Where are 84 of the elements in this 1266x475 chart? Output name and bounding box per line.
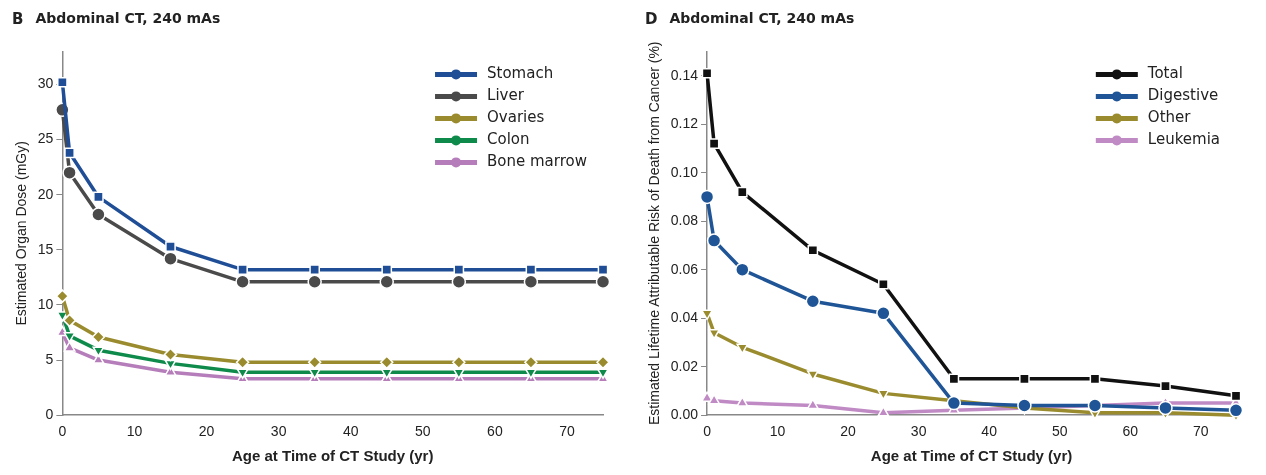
point bbox=[91, 330, 106, 344]
x-tick-label: 70 bbox=[559, 423, 575, 440]
y-axis-title: Estimated Organ Dose (mGy) bbox=[13, 141, 30, 326]
x-tick-label: 60 bbox=[487, 423, 503, 440]
x-tick-label: 40 bbox=[342, 423, 359, 440]
point bbox=[1228, 403, 1244, 418]
point bbox=[699, 189, 715, 205]
y-tick-label: 25 bbox=[37, 130, 54, 147]
point bbox=[451, 274, 467, 290]
text: B bbox=[12, 10, 24, 28]
point bbox=[805, 293, 821, 309]
x-axis-title: Age at Time of CT Study (yr) bbox=[231, 447, 434, 465]
point bbox=[63, 341, 76, 352]
point bbox=[235, 274, 250, 290]
point bbox=[307, 274, 322, 290]
y-tick-label: 0.12 bbox=[670, 115, 699, 132]
x-tick-label: 10 bbox=[126, 423, 143, 440]
y-tick-label: 0.00 bbox=[670, 406, 699, 423]
legend-label: Bone marrow bbox=[487, 152, 588, 171]
x-tick-label: 70 bbox=[1192, 423, 1209, 440]
x-tick-label: 40 bbox=[981, 423, 998, 440]
y-tick-label: 0.06 bbox=[670, 260, 699, 277]
legend-label: Colon bbox=[487, 130, 530, 149]
point bbox=[164, 359, 177, 371]
y-tick-label: 0.04 bbox=[670, 309, 699, 326]
point bbox=[524, 355, 538, 370]
legend-label: Leukemia bbox=[1147, 130, 1221, 149]
point bbox=[736, 186, 748, 198]
legend-label: Other bbox=[1147, 108, 1192, 127]
point bbox=[523, 274, 539, 290]
point bbox=[57, 76, 68, 88]
point bbox=[1158, 400, 1173, 416]
point bbox=[92, 346, 105, 357]
y-tick-label: 20 bbox=[37, 185, 54, 202]
x-tick-label: 0 bbox=[703, 423, 712, 440]
y-tick-label: 5 bbox=[45, 350, 54, 367]
text: D bbox=[645, 10, 658, 28]
x-tick-label: 60 bbox=[1122, 423, 1139, 440]
legend-label: Stomach bbox=[487, 64, 554, 83]
point bbox=[55, 289, 70, 303]
point bbox=[236, 368, 249, 379]
y-tick-label: 0.10 bbox=[670, 163, 699, 180]
x-tick-label: 50 bbox=[1051, 423, 1068, 440]
x-tick-label: 0 bbox=[58, 423, 67, 440]
chart-title: Abdominal CT, 240 mAs bbox=[35, 10, 221, 28]
x-tick-label: 20 bbox=[840, 423, 857, 440]
y-tick-label: 0.02 bbox=[670, 357, 699, 374]
point bbox=[64, 147, 75, 159]
x-tick-label: 10 bbox=[769, 423, 786, 440]
y-tick-label: 0.14 bbox=[670, 66, 699, 83]
point bbox=[452, 355, 466, 370]
point bbox=[706, 233, 722, 248]
point bbox=[62, 313, 77, 328]
point bbox=[163, 251, 178, 266]
point bbox=[380, 355, 394, 370]
point bbox=[165, 241, 176, 252]
y-axis-title: Estimated Lifetime Attributable Risk of Death from Cancer (%) bbox=[646, 41, 663, 426]
point bbox=[878, 278, 889, 290]
x-axis-title: Age at Time of CT Study (yr) bbox=[870, 447, 1073, 465]
point bbox=[735, 262, 750, 277]
point bbox=[93, 191, 104, 203]
point bbox=[379, 274, 394, 290]
point bbox=[307, 355, 322, 370]
y-tick-label: 0 bbox=[45, 406, 54, 423]
legend-label: Liver bbox=[487, 86, 525, 105]
point bbox=[91, 207, 106, 222]
point bbox=[163, 347, 178, 362]
legend-label: Ovaries bbox=[487, 108, 545, 127]
point bbox=[62, 165, 77, 180]
y-tick-label: 0.08 bbox=[670, 212, 699, 229]
point bbox=[876, 306, 891, 321]
legend-label: Digestive bbox=[1147, 86, 1219, 105]
y-tick-label: 30 bbox=[37, 75, 54, 92]
y-tick-label: 10 bbox=[37, 295, 54, 312]
x-tick-label: 30 bbox=[270, 423, 287, 440]
x-tick-label: 50 bbox=[415, 423, 431, 440]
point bbox=[235, 355, 250, 370]
legend-label: Total bbox=[1146, 64, 1183, 83]
x-tick-label: 30 bbox=[910, 423, 927, 440]
point bbox=[595, 274, 611, 290]
y-tick-label: 15 bbox=[37, 240, 54, 257]
point bbox=[807, 244, 819, 256]
x-tick-label: 20 bbox=[198, 423, 215, 440]
chart-title: Abdominal CT, 240 mAs bbox=[669, 10, 855, 28]
